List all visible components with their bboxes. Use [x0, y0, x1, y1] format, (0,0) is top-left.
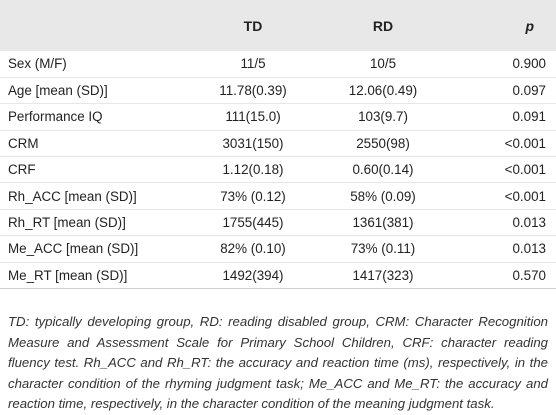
- table-row: Performance IQ 111(15.0) 103(9.7) 0.091: [0, 103, 556, 131]
- cell-p: 0.097: [448, 77, 556, 105]
- cell-rd: 0.60(0.14): [318, 156, 448, 184]
- table-body: Sex (M/F) 11/5 10/5 0.900 Age [mean (SD)…: [0, 51, 556, 290]
- cell-td: 11.78(0.39): [188, 77, 318, 105]
- cell-td: 82% (0.10): [188, 235, 318, 263]
- header-label: [0, 0, 188, 51]
- header-rd: RD: [372, 17, 394, 34]
- table-row: Me_RT [mean (SD)] 1492(394) 1417(323) 0.…: [0, 262, 556, 290]
- cell-p: 0.013: [448, 235, 556, 263]
- cell-td: 1492(394): [188, 262, 318, 290]
- cell-p: 0.091: [448, 103, 556, 131]
- table-row: CRM 3031(150) 2550(98) <0.001: [0, 130, 556, 158]
- header-td: TD: [243, 17, 263, 34]
- row-label: Me_ACC [mean (SD)]: [0, 235, 188, 263]
- cell-p: <0.001: [448, 156, 556, 184]
- cell-td: 3031(150): [188, 130, 318, 158]
- cell-td: 73% (0.12): [188, 182, 318, 210]
- row-label: Me_RT [mean (SD)]: [0, 262, 188, 290]
- cell-rd: 2550(98): [318, 130, 448, 158]
- cell-rd: 58% (0.09): [318, 182, 448, 210]
- row-label: CRM: [0, 130, 188, 158]
- cell-p: 0.570: [448, 262, 556, 290]
- table-row: CRF 1.12(0.18) 0.60(0.14) <0.001: [0, 156, 556, 184]
- cell-p: 0.013: [448, 209, 556, 237]
- row-label: CRF: [0, 156, 188, 184]
- cell-rd: 1417(323): [318, 262, 448, 290]
- cell-p: <0.001: [448, 182, 556, 210]
- cell-rd: 103(9.7): [318, 103, 448, 131]
- demographics-table: TD RD p Sex (M/F) 11/5 10/5 0.900 Age [m…: [0, 0, 556, 290]
- row-label: Age [mean (SD)]: [0, 77, 188, 105]
- table-header: TD RD p: [0, 0, 556, 51]
- table-row: Rh_ACC [mean (SD)] 73% (0.12) 58% (0.09)…: [0, 182, 556, 210]
- cell-td: 11/5: [188, 51, 318, 78]
- row-label: Rh_ACC [mean (SD)]: [0, 182, 188, 210]
- table-footnote: TD: typically developing group, RD: read…: [8, 314, 548, 412]
- table-row: Me_ACC [mean (SD)] 82% (0.10) 73% (0.11)…: [0, 235, 556, 263]
- row-label: Performance IQ: [0, 103, 188, 131]
- cell-td: 111(15.0): [188, 103, 318, 131]
- row-label: Sex (M/F): [0, 51, 188, 78]
- cell-p: 0.900: [448, 51, 556, 78]
- cell-rd: 12.06(0.49): [318, 77, 448, 105]
- cell-td: 1755(445): [188, 209, 318, 237]
- header-row: TD RD p: [0, 0, 556, 51]
- cell-p: <0.001: [448, 130, 556, 158]
- table-row: Sex (M/F) 11/5 10/5 0.900: [0, 51, 556, 78]
- table-row: Age [mean (SD)] 11.78(0.39) 12.06(0.49) …: [0, 77, 556, 105]
- header-p: p: [525, 17, 534, 34]
- cell-rd: 1361(381): [318, 209, 448, 237]
- row-label: Rh_RT [mean (SD)]: [0, 209, 188, 237]
- data-table-container: TD RD p Sex (M/F) 11/5 10/5 0.900 Age [m…: [0, 0, 556, 290]
- cell-td: 1.12(0.18): [188, 156, 318, 184]
- cell-rd: 10/5: [318, 51, 448, 78]
- table-row: Rh_RT [mean (SD)] 1755(445) 1361(381) 0.…: [0, 209, 556, 237]
- cell-rd: 73% (0.11): [318, 235, 448, 263]
